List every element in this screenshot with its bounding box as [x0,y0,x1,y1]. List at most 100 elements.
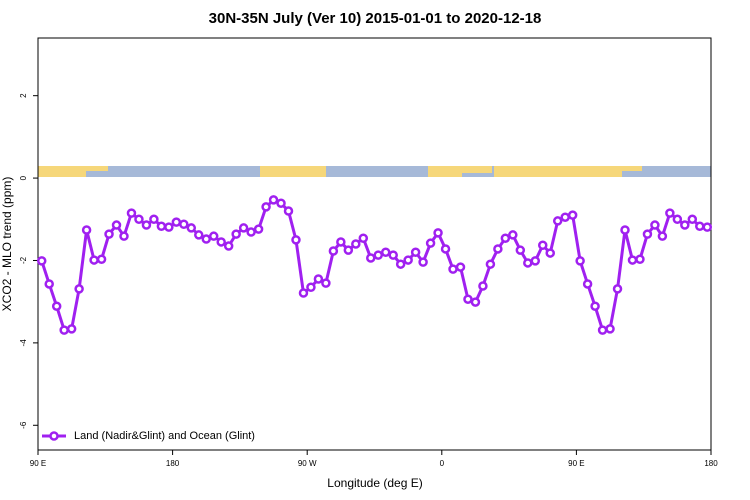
data-point [343,245,354,255]
data-point [104,229,114,239]
data-point [351,239,361,249]
data-point [373,250,383,260]
data-point [81,225,92,235]
data-point [440,244,451,254]
data-point [545,248,555,258]
data-point [253,224,264,234]
data-point [89,255,99,265]
data-point [523,258,533,268]
data-point [51,301,62,311]
data-point [149,214,159,225]
y-tick-label: -6 [19,421,28,429]
data-point [627,255,638,265]
x-tick-label: 0 [440,459,445,468]
data-point [321,278,331,288]
data-point [552,216,563,226]
data-point [119,231,129,241]
y-tick-label: 0 [19,175,28,180]
data-point [665,208,675,218]
data-point [635,254,645,264]
data-point [141,220,152,230]
data-point [126,208,137,218]
data-point [171,217,182,227]
x-tick-label: 180 [166,459,180,468]
data-point [96,254,107,264]
data-point [612,284,623,294]
data-point [156,221,167,232]
data-point [448,264,458,274]
data-point [306,282,316,293]
data-point [44,279,54,289]
data-point [208,231,219,241]
data-point [313,274,324,284]
data-point [59,325,69,335]
data-point [418,257,428,267]
data-point [425,238,436,248]
data-point [508,230,518,240]
data-point [657,231,668,241]
x-tick-label: 90 E [568,459,584,468]
data-point [538,240,548,250]
data-point [231,229,241,239]
x-tick-label: 90 W [298,459,317,468]
data-point [672,214,683,225]
data-point [702,222,713,232]
data-point [642,229,653,239]
data-point [216,237,226,247]
data-point [695,221,705,232]
data-point [66,324,77,334]
data-point [164,222,174,232]
data-point [530,256,541,266]
x-axis-label: Longitude (deg E) [327,476,422,490]
data-point [74,284,84,294]
data-point [500,233,511,243]
data-point [261,202,271,212]
data-point [410,247,421,257]
data-point [433,228,443,238]
data-point [515,245,526,255]
data-point [650,220,660,230]
data-point [283,206,294,216]
data-point [328,246,339,256]
data-point [238,223,249,233]
data-point [620,225,630,235]
legend-label: Land (Nadir&Glint) and Ocean (Glint) [74,430,255,442]
data-point [403,255,413,265]
data-point [493,244,503,254]
chart-title: 30N-35N July (Ver 10) 2015-01-01 to 2020… [209,10,542,27]
x-tick-label: 180 [704,459,718,468]
data-point [590,301,600,311]
data-point [470,297,481,307]
data-point [560,212,570,222]
data-point [179,219,189,229]
data-point [395,259,406,269]
data-point [268,195,279,205]
data-point [223,241,234,251]
x-tick-label: 90 E [30,459,46,468]
data-point [358,233,369,243]
y-tick-label: 2 [19,93,28,98]
data-point [246,227,256,237]
y-tick-label: -4 [19,339,28,347]
data-point [680,220,690,230]
data-point [380,247,391,257]
data-point [582,279,593,289]
data-point [194,230,204,240]
y-axis-label: XCO2 - MLO trend (ppm) [0,177,14,312]
data-point [298,288,309,298]
data-point [186,223,197,233]
data-point [478,281,488,291]
data-point [567,210,578,220]
data-point [134,214,144,225]
data-point [485,259,496,269]
data-point [276,198,286,208]
land-ocean-strip [38,166,711,177]
data-point [687,214,698,225]
data-point [455,262,466,272]
data-point [201,234,211,244]
data-point [36,256,47,266]
data-point [111,220,122,230]
data-point [575,256,585,266]
data-point [291,235,301,245]
legend: Land (Nadir&Glint) and Ocean (Glint) [42,430,255,442]
